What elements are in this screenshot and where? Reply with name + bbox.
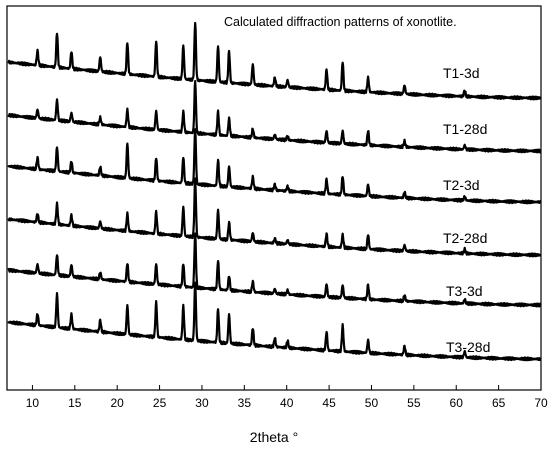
x-tick-label-20: 20 [111, 396, 125, 410]
trace-t1-3d [7, 21, 542, 101]
x-tick-label-45: 45 [322, 396, 336, 410]
x-tick-label-15: 15 [68, 396, 82, 410]
trace-t2-3d [7, 128, 542, 205]
chart-title: Calculated diffraction patterns of xonot… [224, 15, 457, 29]
x-tick-label-65: 65 [492, 396, 506, 410]
plot-frame [6, 5, 542, 391]
trace-t3-28d [7, 281, 542, 362]
x-axis-label: 2theta ° [250, 429, 298, 445]
x-tick-label-70: 70 [534, 396, 548, 410]
x-tick-label-25: 25 [153, 396, 167, 410]
series-labels-group: T1-3d T1-28d T2-3d T2-28d T3-3d T3-28d [443, 65, 490, 355]
series-label-t1-3d: T1-3d [443, 65, 480, 81]
series-label-t1-28d: T1-28d [443, 121, 487, 137]
x-tick-label-55: 55 [407, 396, 421, 410]
series-label-t2-28d: T2-28d [443, 230, 487, 246]
series-label-t3-3d: T3-3d [446, 283, 483, 299]
x-tick-label-40: 40 [280, 396, 294, 410]
x-tick-label-50: 50 [365, 396, 379, 410]
series-label-t3-28d: T3-28d [446, 339, 490, 355]
x-ticks-group: 10 15 20 25 30 35 40 45 50 55 60 65 70 [26, 385, 548, 410]
x-tick-label-10: 10 [26, 396, 40, 410]
x-tick-label-30: 30 [195, 396, 209, 410]
series-label-t2-3d: T2-3d [443, 177, 480, 193]
trace-t1-28d [7, 79, 542, 154]
x-tick-label-60: 60 [450, 396, 464, 410]
x-tick-label-35: 35 [238, 396, 252, 410]
traces-group [7, 21, 542, 362]
trace-t2-28d [7, 177, 542, 258]
trace-t3-3d [7, 232, 542, 308]
